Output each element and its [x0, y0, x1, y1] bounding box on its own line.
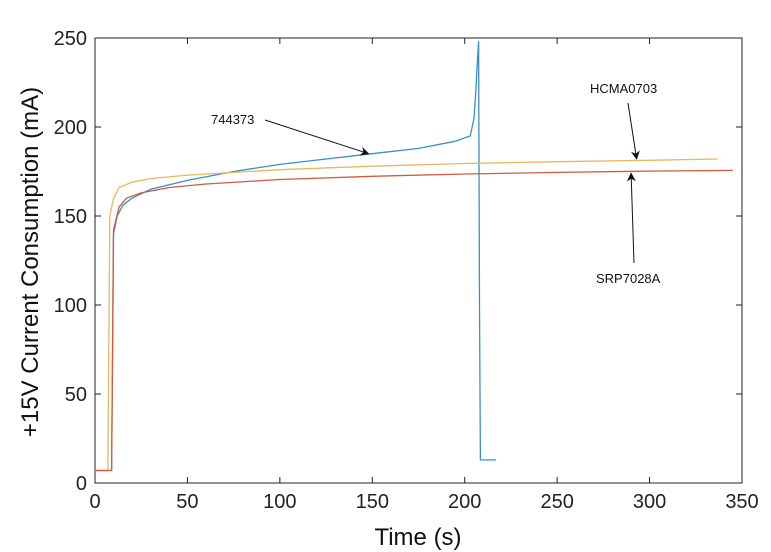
annotation-arrow	[626, 172, 636, 264]
annotation-label: SRP7028A	[596, 271, 661, 286]
y-tick-label: 200	[54, 117, 87, 139]
x-tick-label: 50	[176, 491, 198, 513]
x-tick-label: 150	[356, 491, 389, 513]
x-axis-title: Time (s)	[374, 524, 461, 551]
series-layer	[95, 40, 733, 472]
y-tick-label: 50	[65, 384, 87, 406]
plot-area	[94, 37, 743, 484]
annotation-label: HCMA0703	[590, 81, 657, 96]
series-line-srp7028a	[95, 169, 733, 472]
x-tick-label: 350	[725, 491, 758, 513]
annotation-arrow	[627, 102, 640, 160]
y-tick-label: 100	[54, 295, 87, 317]
x-tick-label: 0	[89, 491, 100, 513]
x-tick-label: 200	[448, 491, 481, 513]
series-line-744373	[95, 40, 497, 472]
y-tick-label: 150	[54, 206, 87, 228]
tick-layer: 0 50 100 150 200 250 300 350 0 50 100 150 200 250	[54, 28, 759, 513]
y-tick-label: 0	[76, 473, 87, 495]
y-axis-title: +15V Current Consumption (mA)	[17, 87, 44, 437]
x-tick-label: 300	[633, 491, 666, 513]
x-tick-label: 100	[263, 491, 296, 513]
y-tick-label: 250	[54, 28, 87, 50]
series-line-hcma0703	[95, 158, 719, 472]
annotation-label: 744373	[211, 112, 254, 127]
x-tick-label: 250	[540, 491, 573, 513]
annotation-arrow	[264, 119, 370, 156]
annotation-layer: 744373 HCMA0703 SRP7028A	[211, 81, 661, 286]
